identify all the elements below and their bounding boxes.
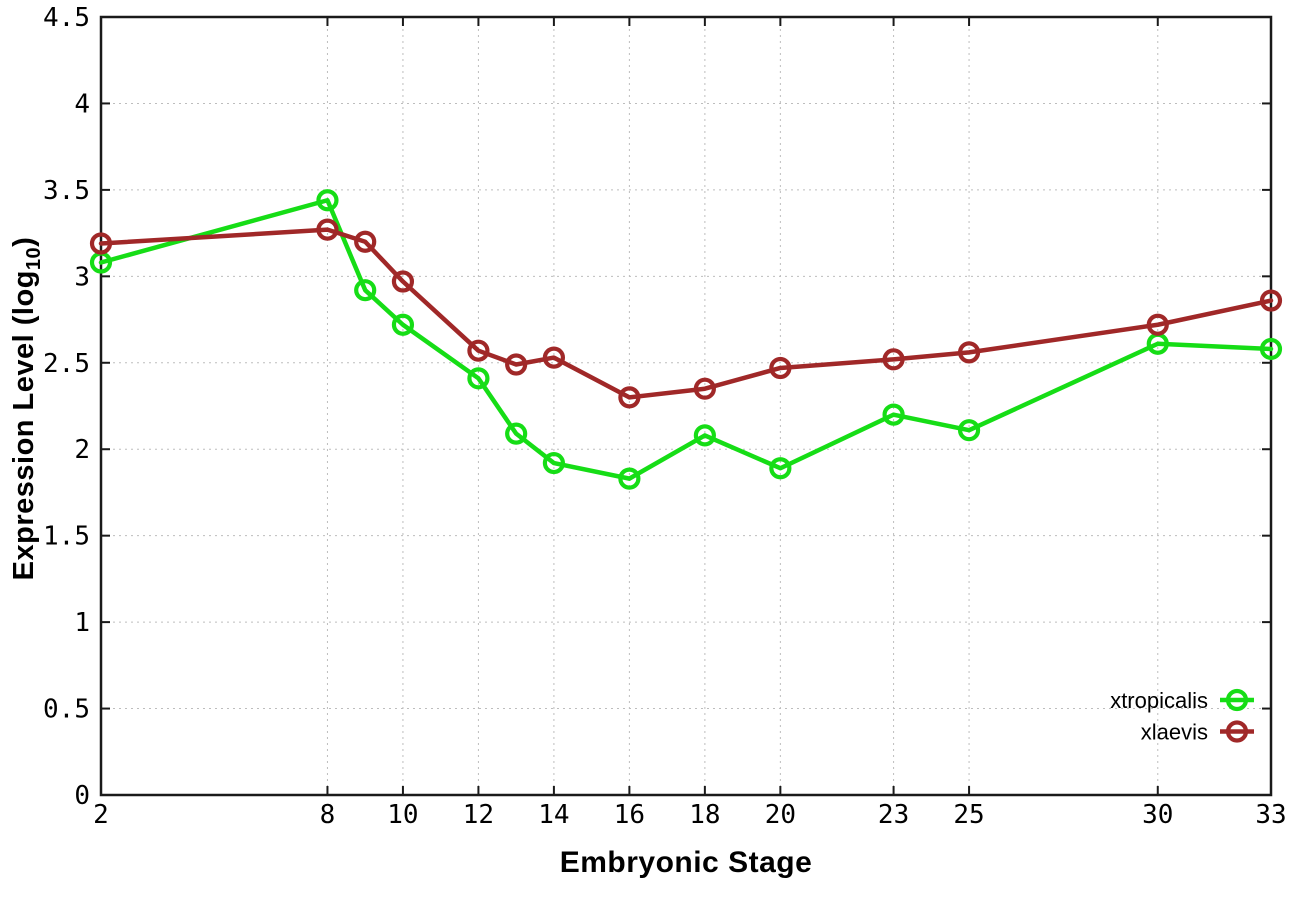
- x-tick-label: 25: [953, 800, 984, 830]
- data-point-xtropicalis: [391, 313, 415, 336]
- data-point-xlaevis: [769, 356, 792, 380]
- y-tick-label: 0: [74, 781, 90, 811]
- x-tick-label: 23: [878, 800, 909, 830]
- legend-label-xtropicalis: xtropicalis: [1110, 688, 1208, 713]
- x-tick-label: 33: [1255, 800, 1286, 830]
- x-tick-label: 10: [387, 800, 418, 830]
- data-point-xtropicalis: [618, 467, 641, 490]
- data-point-xlaevis: [505, 353, 528, 376]
- data-point-xlaevis: [1146, 313, 1169, 336]
- data-point-xtropicalis: [316, 189, 339, 212]
- y-tick-label: 2: [74, 435, 90, 465]
- x-axis-title: Embryonic Stage: [559, 846, 813, 879]
- data-point-xlaevis: [957, 341, 981, 364]
- y-axis-title: Expression Level (log10): [8, 17, 46, 800]
- y-tick-label: 4.5: [43, 3, 90, 33]
- data-point-xlaevis: [1259, 289, 1283, 312]
- data-point-xlaevis: [391, 270, 415, 293]
- data-point-xtropicalis: [505, 422, 528, 445]
- x-tick-label: 14: [538, 800, 569, 830]
- y-axis-title-text: Expression Level (log: [8, 270, 40, 581]
- x-tick-label: 8: [320, 800, 336, 830]
- data-point-xtropicalis: [769, 457, 792, 480]
- data-point-xlaevis: [316, 218, 339, 241]
- data-point-xlaevis: [542, 346, 566, 369]
- data-point-xlaevis: [882, 348, 905, 371]
- x-tick-label: 12: [463, 800, 494, 830]
- y-axis-title-suffix: ): [8, 236, 40, 247]
- y-tick-label: 3: [74, 262, 90, 292]
- x-tick-label: 2: [93, 800, 109, 830]
- data-point-xlaevis: [618, 386, 641, 409]
- x-tick-label: 20: [765, 800, 796, 830]
- legend-label-xlaevis: xlaevis: [1141, 720, 1208, 745]
- y-tick-label: 0.5: [43, 695, 90, 725]
- x-tick-label: 16: [614, 800, 645, 830]
- y-tick-label: 1: [74, 608, 90, 638]
- data-point-xtropicalis: [882, 403, 905, 426]
- plot-border: [99, 15, 1273, 797]
- x-tick-label: 18: [689, 800, 720, 830]
- data-point-xlaevis: [354, 230, 377, 253]
- y-tick-label: 2.5: [43, 349, 90, 379]
- data-point-xtropicalis: [542, 451, 566, 475]
- legend-marker-xlaevis: [1225, 720, 1249, 743]
- y-tick-label: 3.5: [43, 176, 90, 206]
- data-point-xtropicalis: [1259, 337, 1283, 361]
- series-line-xtropicalis: [98, 198, 1274, 481]
- data-point-xtropicalis: [957, 419, 981, 442]
- y-tick-label: 4: [74, 89, 90, 119]
- data-point-xlaevis: [693, 377, 716, 400]
- data-point-xlaevis: [467, 339, 490, 362]
- y-axis-title-subscript: 10: [22, 246, 45, 271]
- legend-marker-xtropicalis: [1225, 688, 1249, 712]
- x-tick-label: 30: [1142, 800, 1173, 830]
- data-point-xlaevis: [89, 232, 113, 255]
- y-tick-label: 1.5: [43, 522, 90, 552]
- data-point-xtropicalis: [467, 367, 490, 390]
- data-point-xtropicalis: [693, 424, 716, 447]
- data-point-xtropicalis: [354, 279, 377, 302]
